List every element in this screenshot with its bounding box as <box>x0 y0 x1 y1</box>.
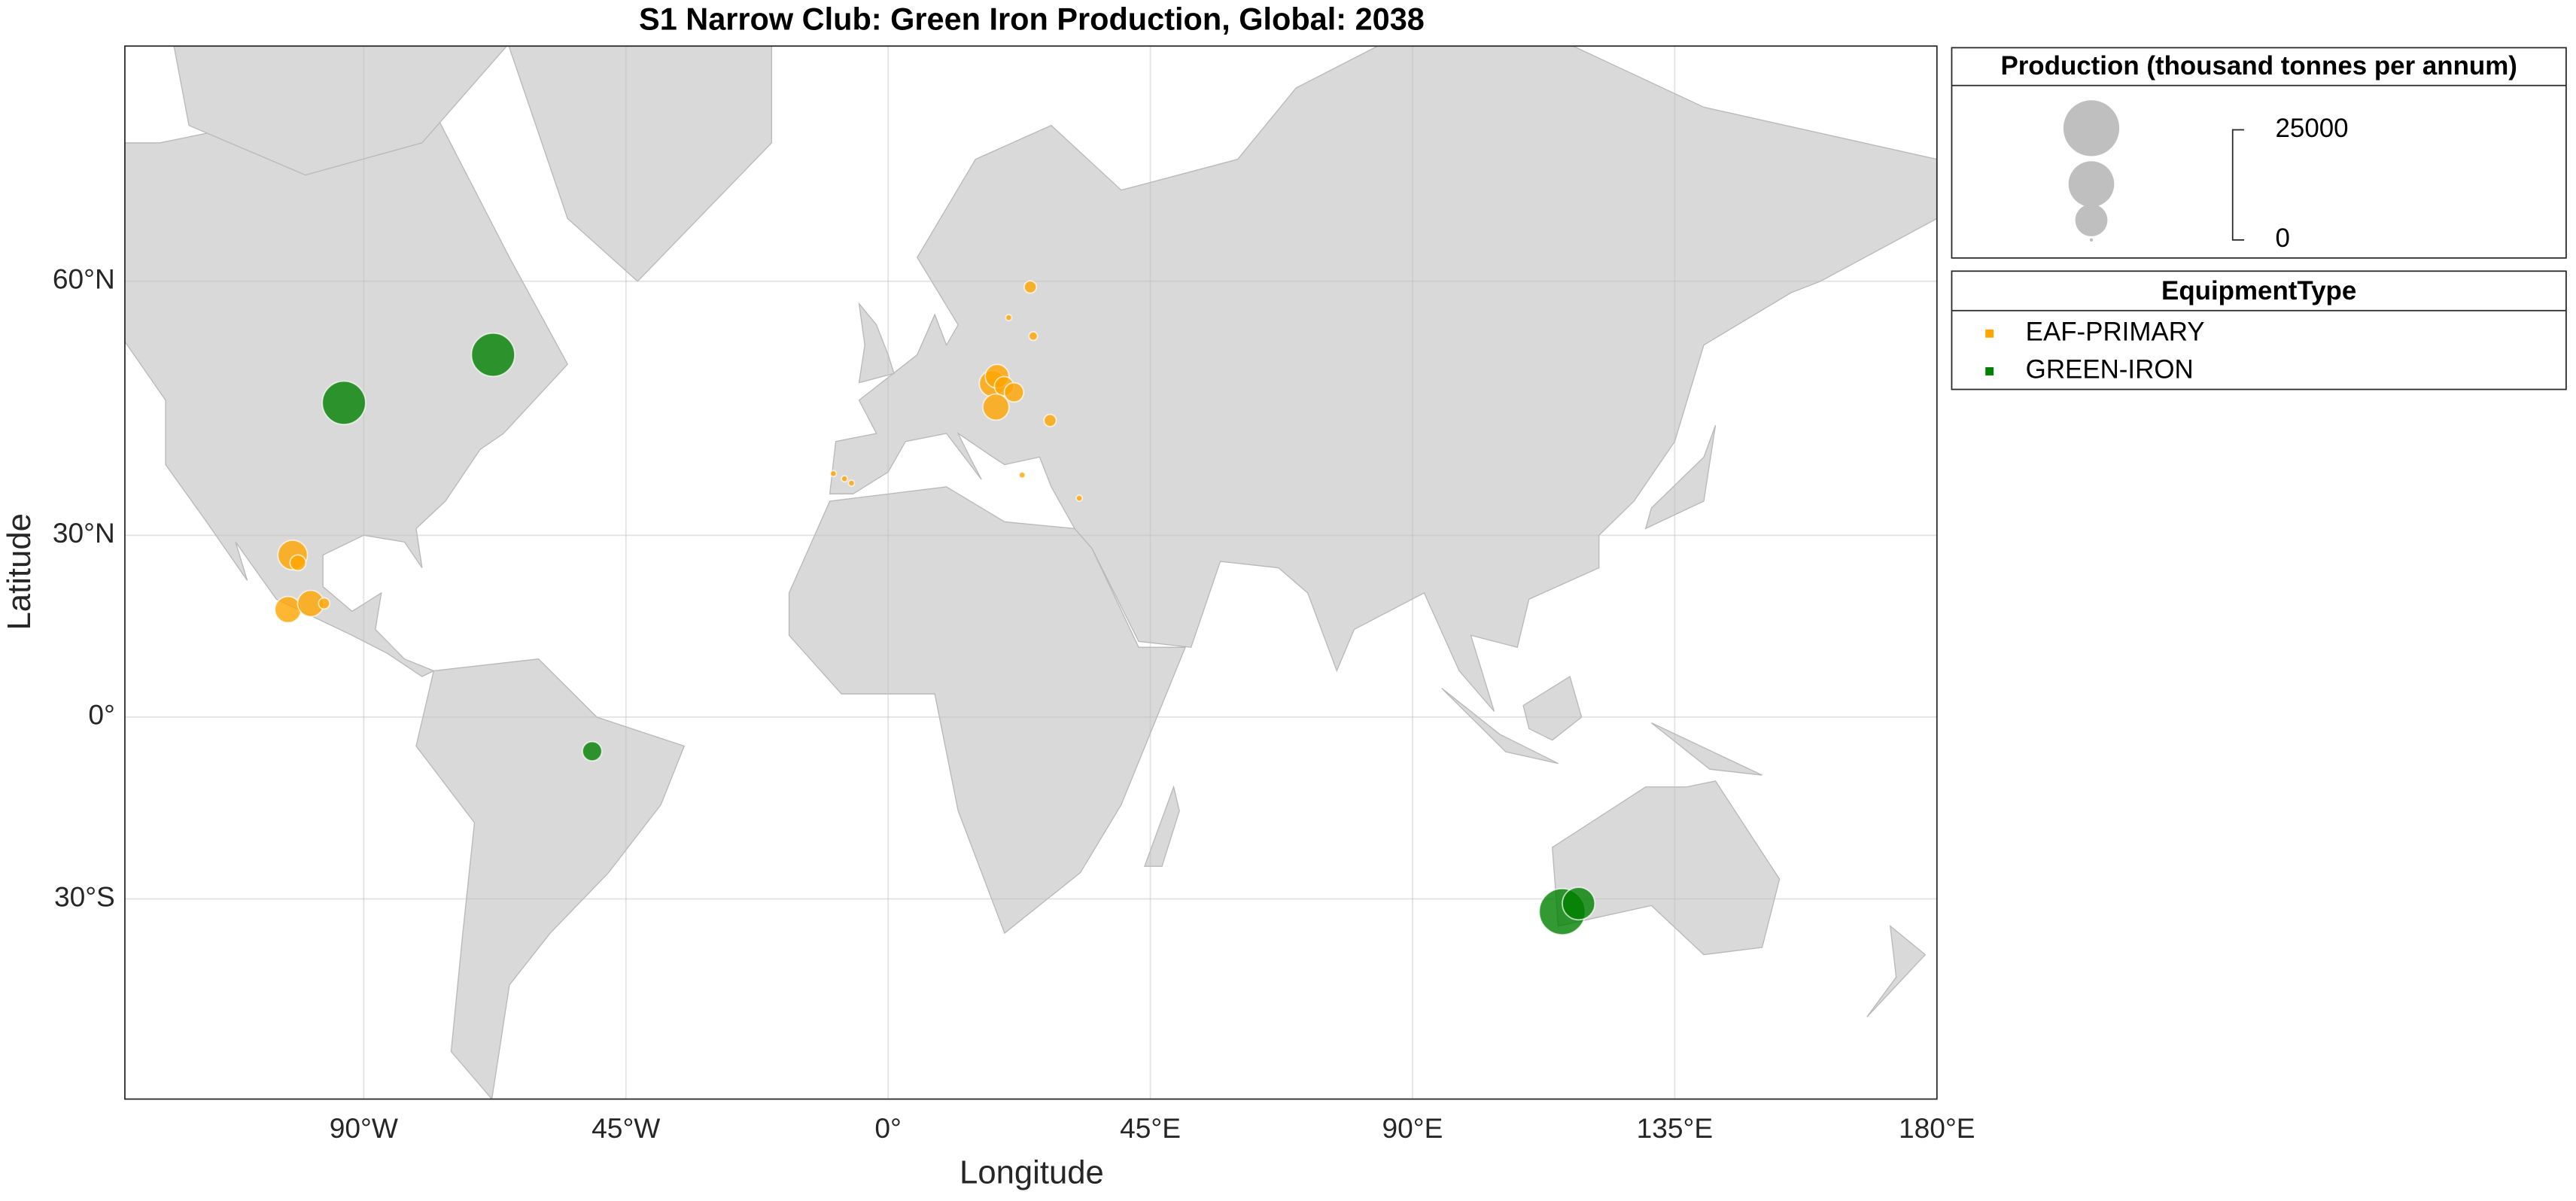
bubble <box>318 597 330 610</box>
legend-swatch <box>1985 329 1994 338</box>
landmass <box>1522 676 1583 741</box>
legend-label: GREEN-IRON <box>2026 355 2194 385</box>
size-legend-bracket <box>2231 129 2245 241</box>
chart-title: S1 Narrow Club: Green Iron Production, G… <box>639 1 1425 36</box>
x-tick-label: 180°E <box>1899 1112 1975 1144</box>
landmass <box>1650 722 1762 776</box>
y-tick-label: 0° <box>88 699 114 731</box>
size-legend-box <box>1951 47 2567 259</box>
size-legend-bubble <box>2075 204 2108 237</box>
bubble <box>470 332 516 378</box>
size-legend-bubble <box>2068 161 2115 207</box>
x-tick-label: 45°E <box>1120 1112 1181 1144</box>
size-legend: Production (thousand tonnes per annum) 0… <box>1951 47 2567 259</box>
landmass <box>858 302 895 384</box>
landmass <box>1866 925 1927 1017</box>
x-tick-label: 0° <box>874 1112 901 1144</box>
landmass <box>508 46 773 282</box>
landmass <box>1143 785 1180 867</box>
color-legend-title: EquipmentType <box>2161 276 2356 306</box>
color-legend: EquipmentType EAF-PRIMARY GREEN-IRON <box>1951 270 2567 391</box>
y-tick-label: 60°N <box>53 263 115 295</box>
bubble <box>1028 331 1039 342</box>
bubble <box>321 380 366 425</box>
landmass <box>1552 780 1781 956</box>
x-axis-label: Longitude <box>960 1154 1104 1191</box>
bubble <box>829 470 838 478</box>
x-tick-label: 90°W <box>330 1112 398 1144</box>
size-legend-label: 0 <box>2276 223 2290 253</box>
bubble <box>1018 471 1026 479</box>
x-tick-label: 90°E <box>1382 1112 1443 1144</box>
color-legend-box <box>1951 270 2567 391</box>
bubble <box>1023 280 1038 294</box>
x-tick-label: 135°E <box>1637 1112 1714 1144</box>
bubble <box>1005 314 1013 322</box>
bubble <box>841 475 849 483</box>
bubble <box>1075 494 1084 503</box>
legend-label: EAF-PRIMARY <box>2026 317 2205 346</box>
y-tick-label: 30°N <box>53 517 115 549</box>
y-axis-label: Latitude <box>1 513 38 630</box>
bubble <box>1043 413 1057 427</box>
size-legend-bubble <box>2089 238 2094 242</box>
map-frame <box>124 45 1938 1100</box>
bubble <box>847 479 856 487</box>
landmass <box>829 46 1937 712</box>
y-tick-label: 30°S <box>54 880 115 912</box>
landmass <box>788 486 1187 935</box>
bubbles <box>274 280 1596 935</box>
size-legend-bubble <box>2063 100 2120 157</box>
landmass <box>173 46 508 176</box>
size-legend-title: Production (thousand tonnes per annum) <box>2000 51 2517 81</box>
bubble <box>982 393 1010 421</box>
landmass <box>415 658 686 1099</box>
landmass <box>1441 688 1559 765</box>
x-tick-label: 45°W <box>592 1112 660 1144</box>
bubble <box>1562 886 1596 921</box>
landmass <box>1644 425 1717 530</box>
bubble <box>582 740 603 762</box>
legend-swatch <box>1985 367 1994 376</box>
size-legend-label: 25000 <box>2276 114 2349 143</box>
labels: 90°W 45°W 0° 45°E 90°E 135°E 180°E 30°S 0° 30°N 60… <box>53 263 1975 1144</box>
bubble <box>274 595 302 624</box>
bubble <box>1003 382 1025 403</box>
bubble <box>289 554 307 572</box>
